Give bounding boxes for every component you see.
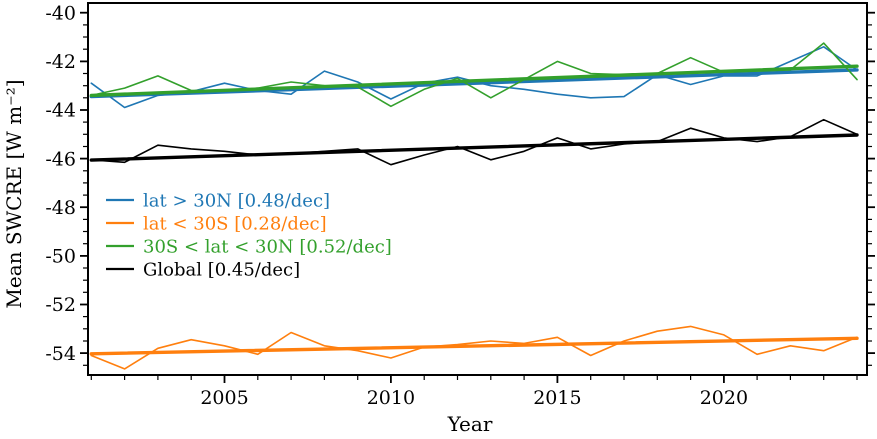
y-tick-label: -42 — [45, 51, 76, 73]
x-tick-label: 2010 — [367, 387, 415, 409]
x-tick-label: 2005 — [200, 387, 248, 409]
legend-label-global: Global [0.45/dec] — [143, 259, 300, 280]
series-trend-line-lat-30s-30n — [89, 64, 859, 98]
y-tick-label: -52 — [45, 294, 76, 316]
series-annual-line-lat-lt-30s — [90, 325, 858, 370]
series-trend-line-lat-lt-30s — [89, 336, 859, 356]
legend-item-global: Global [0.45/dec] — [106, 259, 300, 280]
y-tick-label: -46 — [45, 148, 76, 170]
y-tick-label: -54 — [45, 343, 76, 365]
series-trend-line-global — [89, 133, 859, 162]
plot-area — [89, 42, 859, 370]
legend-item-lat-lt-30s: lat < 30S [0.28/dec] — [106, 213, 327, 234]
legend: lat > 30N [0.48/dec]lat < 30S [0.28/dec]… — [106, 190, 392, 280]
x-tick-label: 2015 — [533, 387, 581, 409]
y-tick-label: -48 — [45, 197, 76, 219]
y-tick-label: -50 — [45, 246, 76, 268]
legend-label-lat-30s-30n: 30S < lat < 30N [0.52/dec] — [143, 236, 392, 257]
plot-spines — [87, 2, 868, 376]
y-tick-label: -40 — [45, 2, 76, 24]
x-axis-label: Year — [447, 412, 493, 435]
legend-item-lat-30s-30n: 30S < lat < 30N [0.52/dec] — [106, 236, 392, 257]
legend-label-lat-lt-30s: lat < 30S [0.28/dec] — [143, 213, 327, 234]
legend-label-lat-gt-30n: lat > 30N [0.48/dec] — [143, 190, 330, 211]
axes: -40 -42 -44 -46 -48 -50 -52 -54 2005 2010 2015 2020 — [45, 2, 875, 409]
x-tick-label: 2020 — [700, 387, 748, 409]
legend-item-lat-gt-30n: lat > 30N [0.48/dec] — [106, 190, 330, 211]
y-axis-label: Mean SWCRE [W m⁻²] — [2, 79, 26, 308]
y-tick-label: -44 — [45, 100, 76, 122]
series-annual-line-lat-gt-30n — [90, 45, 858, 109]
